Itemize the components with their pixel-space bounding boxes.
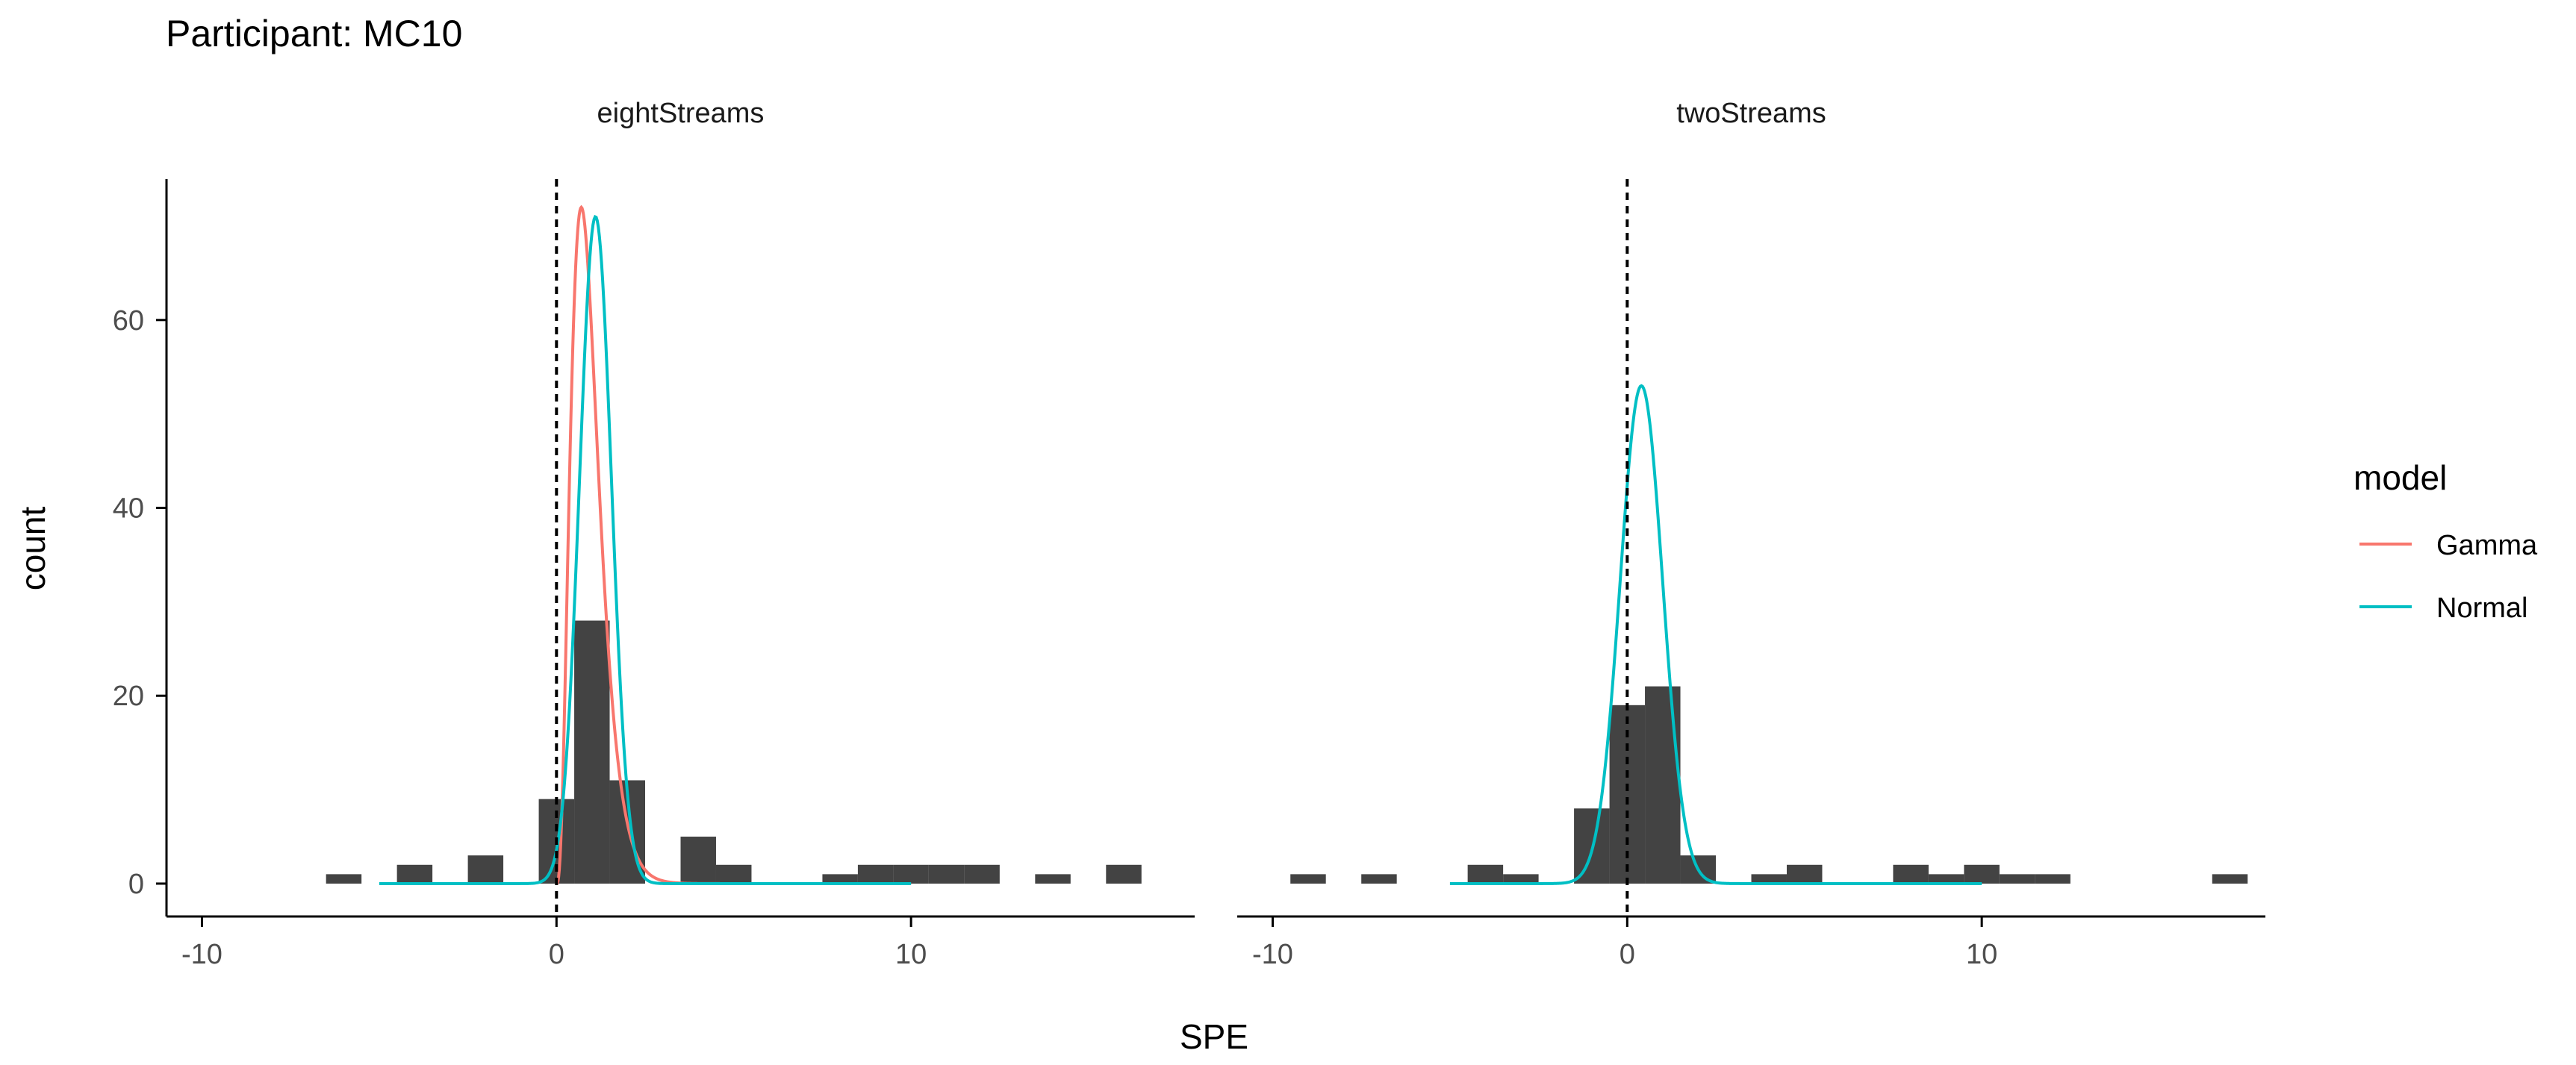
panel-eightStreams: eightStreams -10 0 10 0 20 40 60 xyxy=(113,98,1195,970)
y-tick-label: 60 xyxy=(113,305,144,337)
histogram-bar xyxy=(2212,874,2248,884)
histogram-bar xyxy=(1893,864,1929,884)
histogram-bar xyxy=(1106,864,1142,884)
histogram-bar xyxy=(1786,864,1823,884)
histogram-bar xyxy=(893,864,929,884)
x-tick-label: 0 xyxy=(549,939,564,970)
histogram-bars xyxy=(1290,686,2248,884)
x-tick-label: -10 xyxy=(181,939,223,970)
legend-entry-normal: Normal xyxy=(2359,593,2527,624)
histogram-bar xyxy=(928,864,965,884)
histogram-bar xyxy=(1928,874,1964,884)
histogram-bar xyxy=(326,874,362,884)
y-axis: 0 20 40 60 xyxy=(113,179,168,916)
panels: eightStreams -10 0 10 0 20 40 60 twoStreams -10 0 1… xyxy=(113,98,2265,970)
y-tick-label: 0 xyxy=(128,869,144,900)
histogram-bar xyxy=(1503,874,1539,884)
x-tick-label: 10 xyxy=(895,939,927,970)
histogram-bar xyxy=(715,864,752,884)
histogram-bar xyxy=(1751,874,1787,884)
histogram-bar xyxy=(1035,874,1071,884)
panel-title: twoStreams xyxy=(1676,98,1826,129)
legend-entry-gamma: Gamma xyxy=(2359,530,2538,561)
legend-label-normal: Normal xyxy=(2436,593,2527,624)
x-tick-label: 10 xyxy=(1966,939,1997,970)
panel-twoStreams: twoStreams -10 0 10 xyxy=(1237,98,2265,970)
panel-title: eightStreams xyxy=(597,98,765,129)
histogram-bar xyxy=(964,864,1000,884)
histogram-bar xyxy=(1964,864,2000,884)
x-tick-label: 0 xyxy=(1620,939,1635,970)
density-curve-normal xyxy=(1449,384,1982,885)
density-curves xyxy=(1449,384,1982,885)
x-axis: -10 0 10 xyxy=(1237,915,2265,970)
y-tick-label: 40 xyxy=(113,493,144,525)
legend-label-gamma: Gamma xyxy=(2436,530,2538,561)
legend-title: model xyxy=(2353,458,2447,497)
histogram-bars xyxy=(326,620,1142,884)
histogram-bar xyxy=(1361,874,1397,884)
y-tick-label: 20 xyxy=(113,681,144,712)
histogram-bar xyxy=(857,864,894,884)
histogram-bar xyxy=(2035,874,2071,884)
histogram-bar xyxy=(574,620,610,884)
histogram-bar xyxy=(1467,864,1504,884)
histogram-bar xyxy=(1999,874,2035,884)
histogram-bar xyxy=(1645,686,1681,884)
density-curve-normal xyxy=(379,214,912,885)
histogram-bar xyxy=(822,874,858,884)
x-axis-label: SPE xyxy=(1180,1017,1248,1056)
histogram-bar xyxy=(1290,874,1326,884)
chart-title: Participant: MC10 xyxy=(166,13,462,54)
x-tick-label: -10 xyxy=(1252,939,1293,970)
density-curves xyxy=(379,204,912,885)
histogram-bar xyxy=(680,837,716,884)
histogram-bar xyxy=(396,864,433,884)
y-axis-label: count xyxy=(13,507,52,591)
x-axis: -10 0 10 xyxy=(167,915,1195,970)
histogram-bar xyxy=(467,855,504,884)
legend: model Gamma Normal xyxy=(2353,458,2538,624)
